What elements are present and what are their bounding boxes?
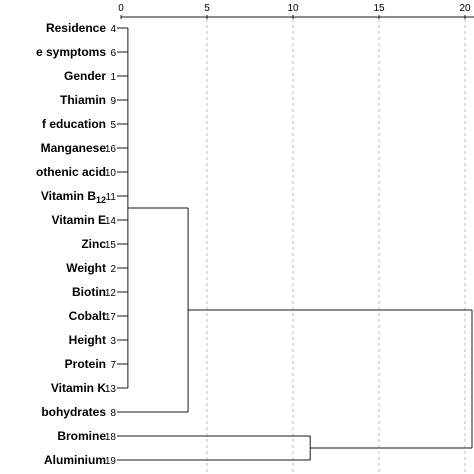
axis-tick-label: 10 [287,3,299,14]
leaf-label: Gender [64,69,106,83]
leaf-labels: Residence 4 e symptoms 6 Gender 1 Thiamin 9 f ed… [36,21,116,467]
leaf-id: 5 [110,120,116,131]
leaf-id: 2 [110,264,116,275]
leaf-id: 13 [105,384,117,395]
leaf-label: Manganese [41,141,107,155]
axis-tick-label: 5 [204,3,210,14]
leaf-id: 16 [105,144,117,155]
leaf-label: f education [42,117,106,131]
leaf-id: 10 [105,168,117,179]
leaf-label: Cobalt [69,309,106,323]
leaf-id: 7 [110,360,116,371]
distance-axis: 0 5 10 15 20 [118,3,474,19]
leaf-id: 18 [105,432,117,443]
leaf-label: Weight [66,261,106,275]
gridlines [207,19,465,474]
leaf-id: 15 [105,240,117,251]
leaf-label: Biotin [72,285,106,299]
leaf-label: Protein [65,357,106,371]
leaf-id: 4 [110,24,116,35]
leaf-label: Bromine [57,429,106,443]
leaf-label: Vitamin E [52,213,106,227]
axis-tick-label: 15 [373,3,385,14]
leaf-label: e symptoms [36,45,106,59]
leaf-id: 11 [106,192,117,203]
leaf-label: othenic acid [36,165,106,179]
leaf-id: 17 [105,312,117,323]
axis-tick-label: 20 [459,3,471,14]
leaf-id: 1 [110,72,116,83]
leaf-id: 14 [105,216,117,227]
leaf-id: 9 [110,96,116,107]
leaf-id: 3 [110,336,116,347]
leaf-id: 19 [105,456,117,467]
leaf-label: bohydrates [41,405,106,419]
leaf-id: 8 [110,408,116,419]
leaf-label: Height [69,333,106,347]
leaf-label: Residence [46,21,106,35]
cluster-tree [117,28,472,460]
leaf-label: Zinc [81,237,106,251]
leaf-label: Vitamin B12 [41,189,106,205]
leaf-label: Vitamin K [51,381,106,395]
leaf-id: 12 [105,288,117,299]
leaf-id: 6 [110,48,116,59]
axis-tick-label: 0 [118,3,124,14]
leaf-label: Aluminium [44,453,106,467]
leaf-label: Thiamin [60,93,106,107]
